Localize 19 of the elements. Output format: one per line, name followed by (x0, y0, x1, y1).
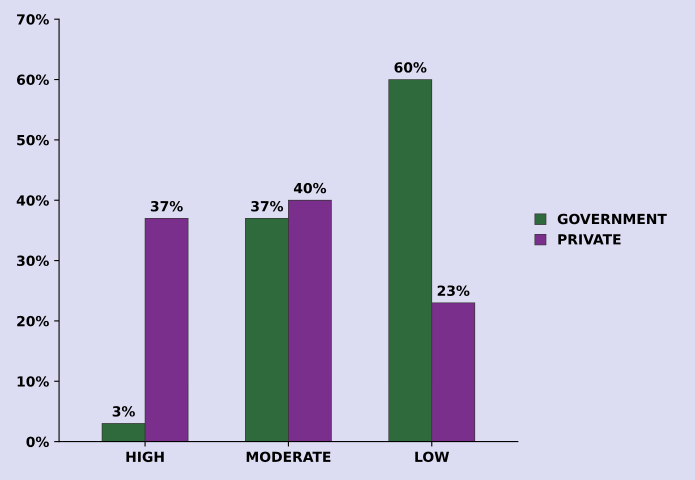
y-tick-label: 30% (17, 256, 49, 266)
data-label: 37% (251, 200, 284, 212)
x-tick-label: HIGH (126, 452, 164, 462)
y-tick-label: 20% (17, 316, 49, 326)
y-tick-label: 70% (17, 14, 49, 25)
data-label: 60% (394, 62, 426, 73)
data-label: 40% (294, 182, 326, 194)
y-tick-label: 50% (17, 134, 49, 146)
data-label: 37% (150, 200, 183, 212)
y-tick-label: 0% (26, 436, 49, 448)
legend-label: GOVERNMENT (558, 214, 667, 224)
data-label: 3% (112, 406, 135, 417)
y-tick-label: 40% (16, 195, 49, 206)
y-tick-label: 10% (18, 376, 49, 387)
x-tick-label: LOW (415, 452, 450, 462)
x-tick-label: MODERATE (246, 452, 330, 462)
y-tick-label: 60% (16, 74, 49, 86)
data-label: 23% (438, 285, 470, 296)
legend-label: PRIVATE (558, 234, 621, 244)
